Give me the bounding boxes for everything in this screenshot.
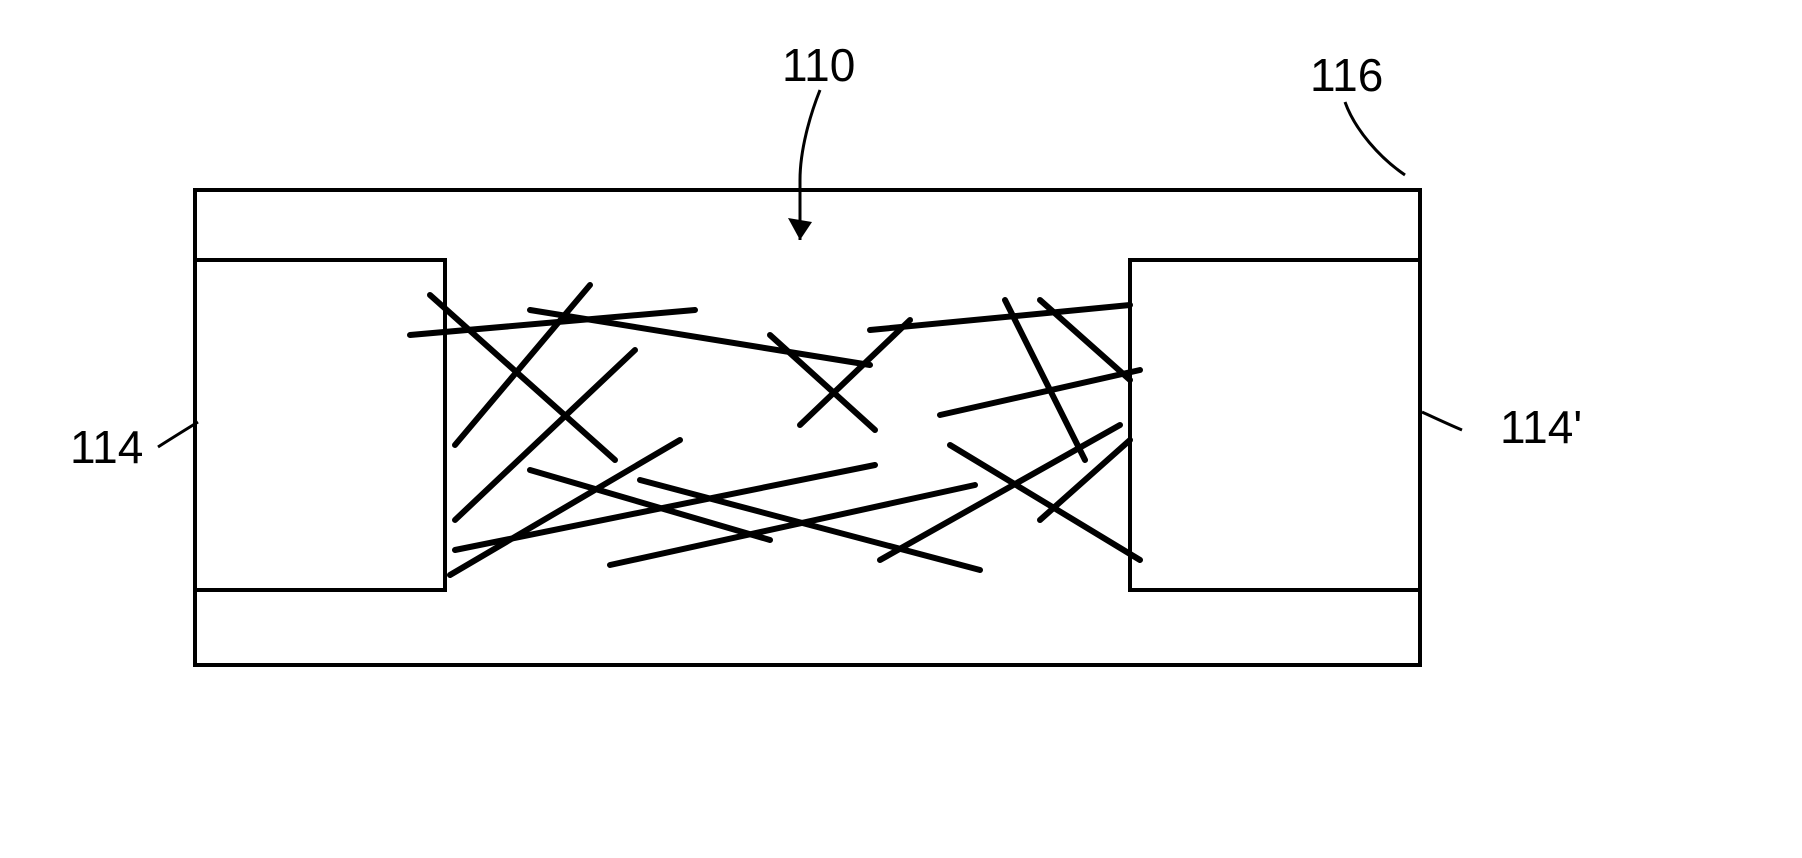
fiber-line	[940, 370, 1140, 415]
label-114: 114	[70, 420, 143, 474]
fiber-line	[1040, 440, 1130, 520]
label-114-prime: 114'	[1500, 400, 1582, 454]
fiber-line	[880, 425, 1120, 560]
label-110: 110	[782, 38, 855, 92]
leader-110	[800, 90, 820, 240]
fiber-line	[1005, 300, 1085, 460]
leader-114-prime	[1422, 412, 1462, 430]
leader-116	[1345, 102, 1405, 175]
fiber-line	[530, 310, 870, 365]
arrowhead-icon	[788, 218, 812, 240]
label-116: 116	[1310, 48, 1383, 102]
left-electrode	[195, 260, 445, 590]
fiber-line	[770, 335, 875, 430]
right-electrode	[1130, 260, 1418, 590]
leader-114	[158, 422, 198, 447]
